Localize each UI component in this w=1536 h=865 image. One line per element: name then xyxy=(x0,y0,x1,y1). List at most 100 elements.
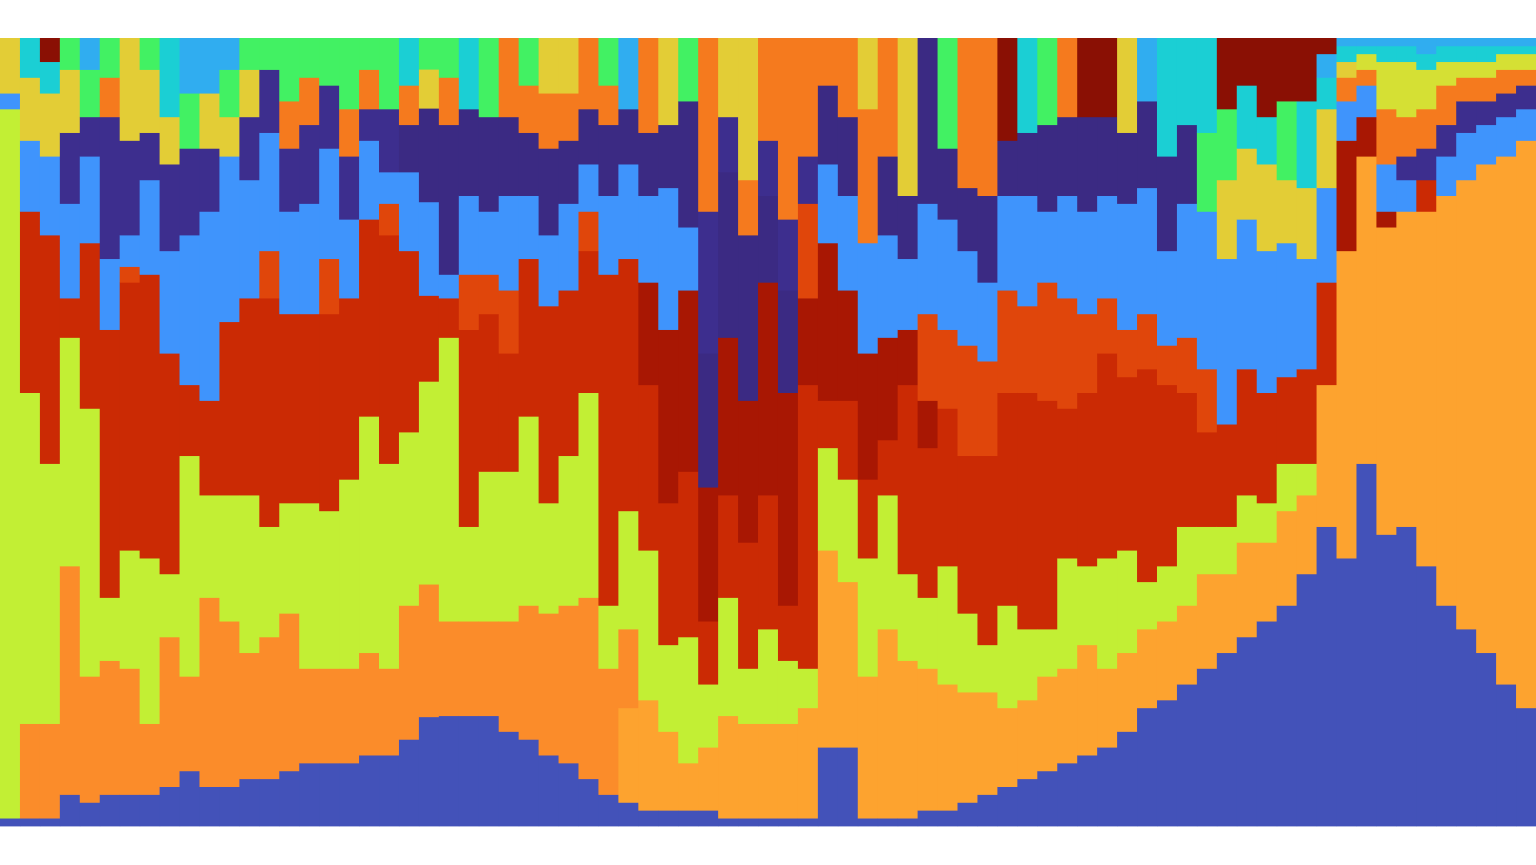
bar-segment xyxy=(1117,652,1138,732)
bar-segment xyxy=(99,329,121,598)
bar-segment xyxy=(738,235,759,401)
bar-segment xyxy=(1117,376,1138,551)
bar-segment xyxy=(1376,211,1397,228)
bar-segment xyxy=(638,550,659,701)
bar-segment xyxy=(538,305,560,504)
bar-segment xyxy=(1456,179,1477,630)
bar-segment xyxy=(1416,211,1437,567)
bar-segment xyxy=(1496,69,1517,94)
bar-segment xyxy=(478,274,500,315)
bar-segment xyxy=(219,116,240,157)
bar-segment xyxy=(718,597,739,717)
bar-segment xyxy=(498,116,520,196)
bar-segment xyxy=(239,495,260,654)
bar-segment xyxy=(39,723,61,819)
bar-segment xyxy=(598,794,619,827)
bar-segment xyxy=(957,345,979,457)
bar-segment xyxy=(1296,463,1318,496)
bar-segment xyxy=(1356,38,1378,47)
bar-segment xyxy=(1436,38,1457,47)
bar-segment xyxy=(1496,684,1517,827)
bar-segment xyxy=(319,313,340,512)
bar-segment xyxy=(339,762,360,827)
bar-segment xyxy=(438,298,460,338)
bar-segment xyxy=(837,479,859,583)
bar-segment xyxy=(1396,38,1417,47)
bar-segment xyxy=(1037,38,1058,126)
bar-segment xyxy=(458,526,480,622)
bar-segment xyxy=(937,565,959,685)
bar-segment xyxy=(917,668,939,811)
bar-segment xyxy=(319,148,340,260)
bar-segment xyxy=(359,755,380,827)
bar-segment xyxy=(1276,463,1298,512)
bar-segment xyxy=(299,313,320,504)
bar-segment xyxy=(678,101,699,228)
bar-segment xyxy=(518,85,540,133)
bar-segment xyxy=(379,463,400,669)
bar-segment xyxy=(119,140,141,236)
bar-segment xyxy=(119,38,141,141)
bar-segment xyxy=(359,652,380,756)
bar-segment xyxy=(1356,69,1378,86)
bar-segment xyxy=(1176,124,1198,204)
bar-segment xyxy=(179,235,201,386)
bar-segment xyxy=(1296,368,1318,464)
bar-segment xyxy=(1057,668,1078,764)
bar-segment xyxy=(837,195,859,291)
bar-segment xyxy=(698,810,719,827)
bar-segment xyxy=(119,794,141,827)
bar-segment xyxy=(738,179,759,236)
bar-segment xyxy=(1416,179,1437,212)
bar-segment xyxy=(718,116,739,173)
bar-segment xyxy=(379,171,400,204)
bar-segment xyxy=(219,69,240,118)
bar-segment xyxy=(498,353,520,472)
bar-segment xyxy=(638,384,659,551)
bar-segment xyxy=(937,38,959,149)
bar-segment xyxy=(538,502,560,614)
bar-segment xyxy=(1256,164,1278,252)
bar-segment xyxy=(917,447,939,598)
bar-segment xyxy=(1476,652,1497,827)
bar-segment xyxy=(19,818,41,827)
bar-segment xyxy=(1496,38,1517,47)
bar-segment xyxy=(1416,108,1437,149)
bar-segment xyxy=(1236,148,1258,220)
bar-segment xyxy=(1156,384,1178,567)
bar-segment xyxy=(977,644,998,693)
bar-segment xyxy=(319,38,340,86)
bar-segment xyxy=(59,337,81,567)
bar-segment xyxy=(1117,38,1138,133)
bar-segment xyxy=(777,605,799,661)
bar-segment xyxy=(1276,242,1298,378)
bar-segment xyxy=(1476,77,1497,102)
bar-segment xyxy=(758,723,779,819)
bar-segment xyxy=(578,250,600,393)
bar-segment xyxy=(817,242,839,401)
bar-segment xyxy=(438,124,460,275)
bar-segment xyxy=(1137,101,1158,189)
bar-segment xyxy=(1436,124,1457,157)
bar-segment xyxy=(1216,652,1238,827)
bar-segment xyxy=(837,747,859,827)
bar-segment xyxy=(1416,53,1437,70)
bar-segment xyxy=(1276,101,1298,181)
bar-segment xyxy=(977,794,998,827)
bar-segment xyxy=(19,77,41,141)
bar-segment xyxy=(977,282,998,362)
bar-segment xyxy=(1156,38,1178,157)
bar-segment xyxy=(59,132,81,204)
bar-segment xyxy=(797,668,819,709)
bar-segment xyxy=(1336,101,1358,141)
bar-segment xyxy=(877,156,899,236)
bar-segment xyxy=(678,227,699,291)
bar-segment xyxy=(917,203,939,315)
bar-segment xyxy=(1077,755,1098,827)
bar-segment xyxy=(339,219,360,299)
bar-segment xyxy=(359,108,380,141)
bar-segment xyxy=(937,408,959,567)
bar-segment xyxy=(379,668,400,756)
bar-segment xyxy=(1436,605,1457,827)
bar-segment xyxy=(598,195,619,275)
